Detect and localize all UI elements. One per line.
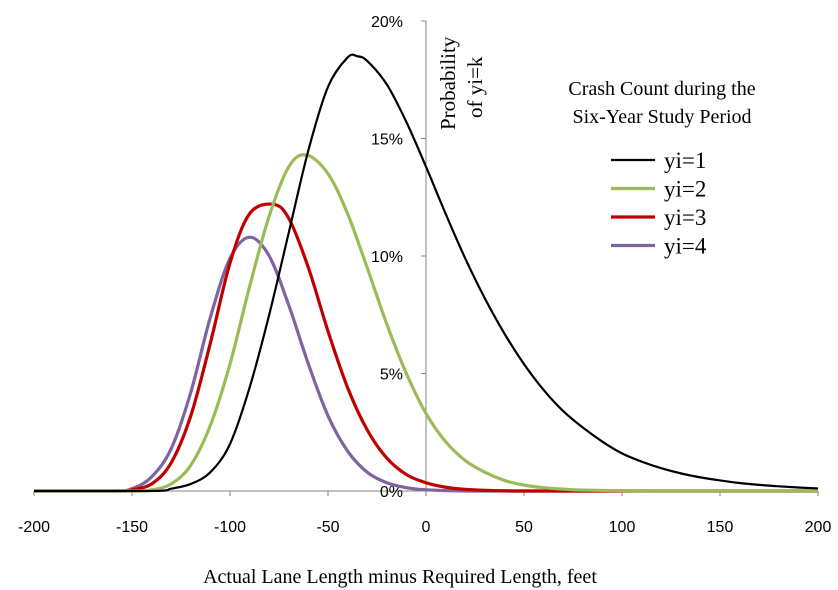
x-tick-label: -200 (18, 519, 50, 536)
series-line-yi-3 (33, 202, 818, 493)
legend-label-yi-3: yi=3 (664, 205, 706, 230)
x-tick-label: 0 (422, 519, 431, 536)
y-axis-label-line-2: of yi=k (463, 56, 487, 118)
x-tick-label: 200 (805, 519, 832, 536)
x-tick-label: 150 (707, 519, 734, 536)
y-tick-label: 15% (371, 132, 403, 149)
y-tick-label: 5% (380, 367, 403, 384)
series-layer (33, 53, 819, 493)
y-tick-label: 0% (380, 484, 403, 501)
x-tick-label: 100 (609, 519, 636, 536)
series-line-yi-1 (33, 53, 819, 493)
y-tick-label: 20% (371, 14, 403, 31)
y-tick-label: 10% (371, 249, 403, 266)
axes: -200 -150 -100 -50 0 50 100 150 200 0% 5% 10% 15% 20% (18, 14, 831, 536)
series-line-yi-2 (33, 153, 818, 493)
x-tick-label: -100 (214, 519, 246, 536)
legend-label-yi-2: yi=2 (664, 177, 706, 202)
x-tick-label: -150 (116, 519, 148, 536)
series-line-yi-4 (33, 235, 818, 493)
legend-title-line-2: Six-Year Study Period (572, 106, 751, 128)
legend-title-line-1: Crash Count during the (568, 78, 755, 100)
legend-label-yi-1: yi=1 (664, 148, 706, 173)
x-axis-label: Actual Lane Length minus Required Length… (203, 566, 597, 588)
y-axis-label-line-1: Probability (436, 36, 460, 130)
x-tick-label: 50 (515, 519, 533, 536)
legend-label-yi-4: yi=4 (664, 234, 707, 259)
x-tick-label: -50 (316, 519, 339, 536)
legend-items: yi=1 yi=2 yi=3 yi=4 (611, 148, 707, 259)
legend: Crash Count during the Six-Year Study Pe… (568, 78, 755, 259)
